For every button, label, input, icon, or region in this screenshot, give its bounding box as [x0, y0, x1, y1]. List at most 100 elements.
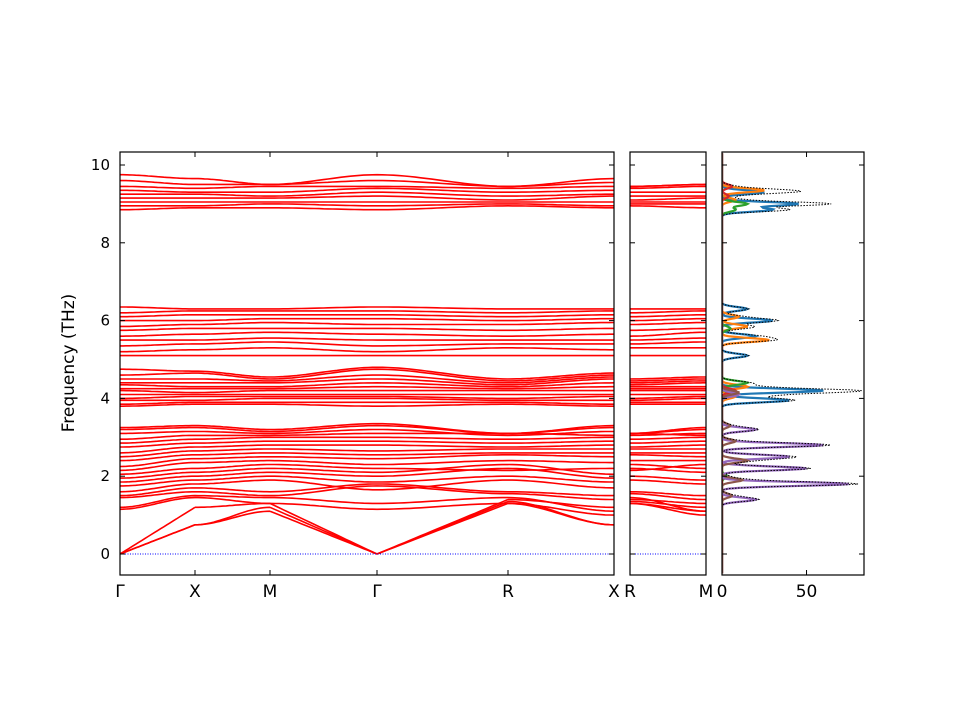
- band-line: [120, 327, 614, 332]
- dos-total-line: [722, 153, 862, 574]
- band-line: [120, 500, 614, 555]
- y-tick-label: 0: [100, 545, 110, 563]
- band-line: [120, 422, 614, 435]
- band-line: [120, 306, 614, 310]
- band-line: [120, 337, 614, 341]
- dos-partial-line: [722, 153, 738, 574]
- band-line: [120, 463, 614, 479]
- band-line: [120, 374, 614, 384]
- x-tick-label: R: [502, 582, 514, 602]
- band-line: [630, 205, 706, 209]
- band-structure-panel: [120, 173, 614, 555]
- band-line: [120, 310, 614, 314]
- band-line: [630, 502, 706, 516]
- y-tick-label: 6: [100, 312, 110, 330]
- band-line: [630, 341, 706, 345]
- band-line: [120, 494, 614, 512]
- band-line: [630, 378, 706, 382]
- band-line: [630, 491, 706, 497]
- band-structure-panel-r-m: [630, 183, 706, 555]
- band-line: [120, 452, 614, 462]
- band-line: [120, 424, 614, 435]
- band-line: [120, 378, 614, 386]
- band-line: [120, 440, 614, 448]
- x-tick-label: X: [608, 582, 620, 602]
- band-line: [630, 321, 706, 326]
- band-line: [120, 366, 614, 380]
- band-line: [120, 403, 614, 407]
- band-line: [120, 341, 614, 347]
- band-line: [630, 327, 706, 332]
- band-line: [630, 463, 706, 470]
- x-tick-label: Γ: [372, 582, 382, 602]
- y-tick-label: 4: [100, 389, 110, 407]
- band-line: [120, 187, 614, 193]
- band-line: [120, 385, 614, 390]
- band-line: [630, 454, 706, 458]
- band-line: [630, 463, 706, 472]
- band-line: [120, 479, 614, 493]
- band-line: [120, 317, 614, 322]
- band-line: [120, 459, 614, 472]
- band-line: [120, 185, 614, 190]
- band-line: [120, 321, 614, 328]
- axes-frame: [629, 151, 707, 576]
- band-line: [120, 448, 614, 458]
- band-line: [630, 380, 706, 384]
- y-tick-label: 10: [91, 156, 110, 174]
- band-line: [120, 203, 614, 207]
- band-line: [630, 498, 706, 505]
- band-line: [630, 337, 706, 341]
- band-line: [630, 331, 706, 337]
- band-line: [120, 463, 614, 476]
- band-line: [630, 314, 706, 318]
- band-line: [630, 467, 706, 474]
- axes-frame: [721, 151, 865, 576]
- band-line: [630, 496, 706, 512]
- dos-partial-line: [722, 153, 751, 574]
- band-line: [120, 502, 614, 555]
- band-line: [120, 347, 614, 353]
- band-line: [120, 205, 614, 211]
- dos-partial-line: [722, 153, 824, 574]
- band-line: [120, 485, 614, 501]
- band-line: [120, 454, 614, 468]
- band-line: [630, 444, 706, 448]
- band-line: [120, 467, 614, 483]
- band-line: [120, 475, 614, 487]
- band-line: [630, 492, 706, 501]
- band-line: [120, 191, 614, 197]
- band-line: [120, 331, 614, 337]
- band-line: [120, 444, 614, 454]
- band-line: [630, 426, 706, 435]
- band-line: [120, 179, 614, 188]
- band-line: [630, 197, 706, 201]
- band-line: [120, 195, 614, 201]
- band-line: [630, 317, 706, 322]
- band-line: [120, 428, 614, 437]
- dos-partial-line: [722, 153, 849, 574]
- x-tick-label: X: [189, 582, 201, 602]
- band-line: [630, 436, 706, 440]
- band-line: [630, 479, 706, 485]
- x-tick-label: 0: [717, 582, 728, 602]
- band-line: [120, 173, 614, 188]
- band-line: [630, 382, 706, 386]
- band-line: [120, 401, 614, 405]
- band-line: [630, 183, 706, 188]
- band-line: [630, 310, 706, 314]
- band-line: [630, 395, 706, 400]
- dos-partial-line: [722, 153, 751, 574]
- band-line: [630, 397, 706, 402]
- band-line: [120, 395, 614, 400]
- band-line: [120, 368, 614, 382]
- band-line: [630, 440, 706, 444]
- band-line: [120, 314, 614, 318]
- band-line: [120, 382, 614, 388]
- band-line: [630, 475, 706, 481]
- band-line: [630, 376, 706, 380]
- x-tick-label: Γ: [115, 582, 125, 602]
- y-tick-label: 8: [100, 234, 110, 252]
